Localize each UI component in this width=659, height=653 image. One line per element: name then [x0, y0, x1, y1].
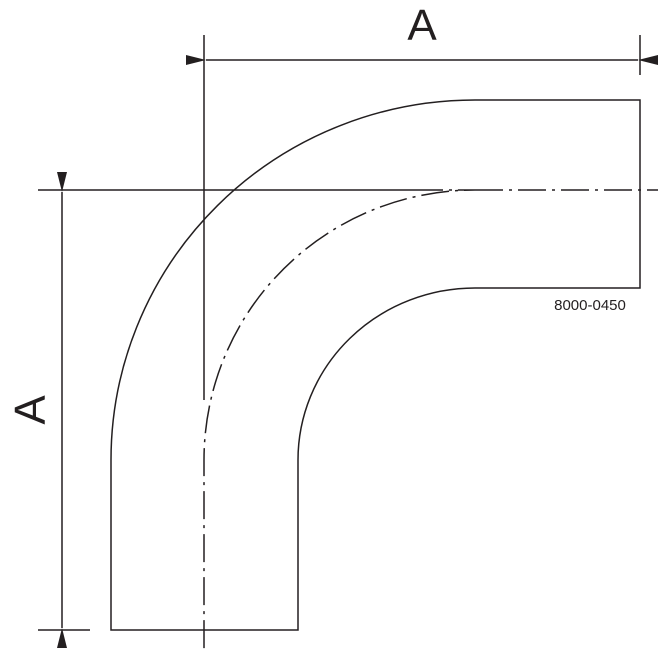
elbow-outline [110, 99, 641, 631]
dimension-label-top: A [407, 1, 437, 50]
dimension-label-left: A [6, 395, 55, 425]
part-number: 8000-0450 [554, 297, 626, 314]
centerline-arc [203, 189, 476, 653]
